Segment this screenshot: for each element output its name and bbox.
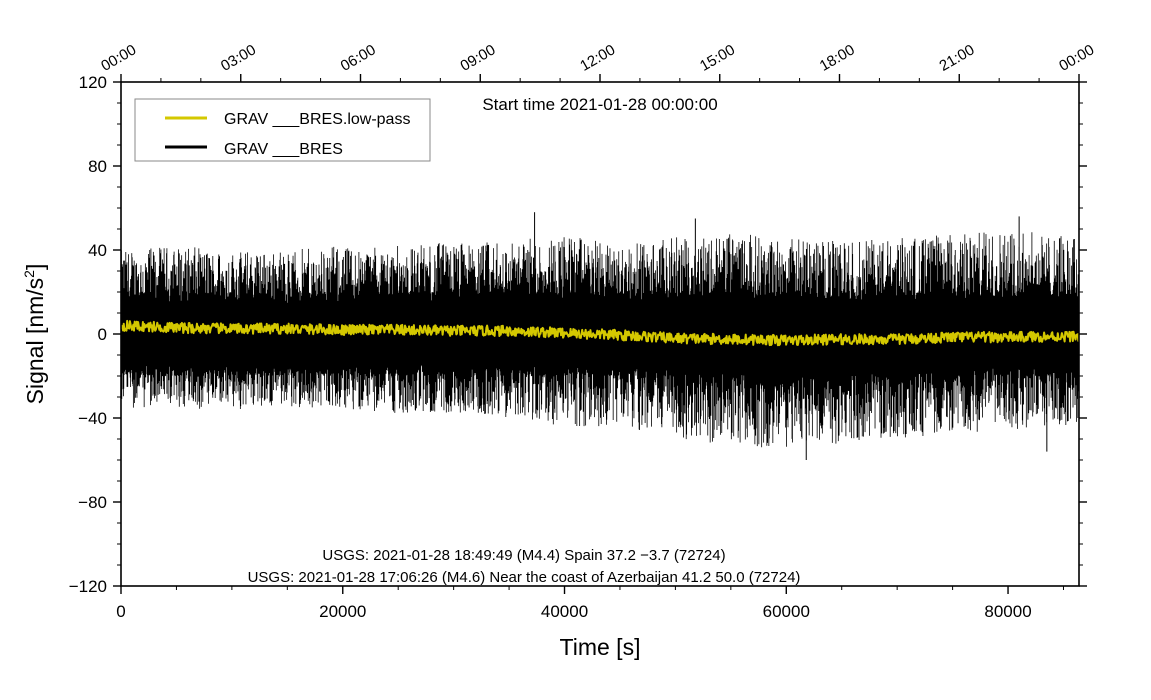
x-axis-label: Time [s] bbox=[560, 634, 641, 660]
x-tick-label: 40000 bbox=[541, 602, 588, 621]
x-axis: 0 20000 40000 60000 80000 bbox=[116, 586, 1064, 621]
y-tick-label: 120 bbox=[79, 73, 107, 92]
top-tick-label: 18:00 bbox=[817, 41, 858, 74]
legend-label-low-pass: GRAV ___BRES.low-pass bbox=[224, 111, 410, 128]
low-pass-series bbox=[121, 319, 1079, 347]
top-tick-label: 12:00 bbox=[577, 41, 618, 74]
y-tick-label: −120 bbox=[69, 577, 107, 596]
annotation-event-azerbaijan: USGS: 2021-01-28 17:06:26 (M4.6) Near th… bbox=[248, 569, 801, 586]
top-tick-label: 00:00 bbox=[98, 41, 139, 74]
x-tick-label: 80000 bbox=[984, 602, 1031, 621]
top-tick-label: 06:00 bbox=[338, 41, 379, 74]
annotation-event-spain: USGS: 2021-01-28 18:49:49 (M4.4) Spain 3… bbox=[322, 547, 725, 564]
top-tick-label: 21:00 bbox=[936, 41, 977, 74]
y-tick-label: 80 bbox=[88, 157, 107, 176]
y-tick-label: −40 bbox=[78, 409, 107, 428]
low-pass-trace bbox=[121, 319, 1079, 347]
legend: GRAV ___BRES.low-pass GRAV ___BRES bbox=[134, 98, 431, 162]
legend-box bbox=[134, 98, 431, 162]
x-tick-label: 0 bbox=[116, 602, 125, 621]
y-axis-label: Signal [nm/s2] bbox=[21, 264, 48, 405]
top-time-axis: 00:00 03:00 06:00 09:00 12:00 15:00 18:00 21:00… bbox=[98, 41, 1097, 82]
top-tick-label: 15:00 bbox=[697, 41, 738, 74]
y-tick-label: −80 bbox=[78, 493, 107, 512]
y-axis: −120 −80 −40 0 40 80 120 bbox=[69, 73, 1087, 596]
x-tick-label: 60000 bbox=[763, 602, 810, 621]
top-tick-label: 00:00 bbox=[1056, 41, 1097, 74]
top-tick-label: 03:00 bbox=[218, 41, 259, 74]
start-time-label: Start time 2021-01-28 00:00:00 bbox=[482, 95, 717, 114]
x-tick-label: 20000 bbox=[319, 602, 366, 621]
legend-label-signal: GRAV ___BRES bbox=[224, 141, 343, 158]
top-tick-label: 09:00 bbox=[457, 41, 498, 74]
y-tick-label: 0 bbox=[98, 325, 107, 344]
y-tick-label: 40 bbox=[88, 241, 107, 260]
